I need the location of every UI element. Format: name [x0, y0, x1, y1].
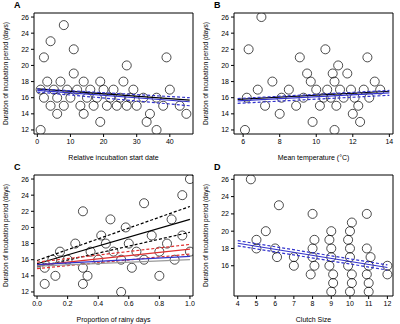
svg-text:4: 4	[236, 300, 240, 307]
svg-text:24: 24	[21, 192, 29, 199]
svg-text:Duration of incubation period: Duration of incubation period (days)	[8, 184, 10, 287]
svg-text:6: 6	[273, 300, 277, 307]
svg-text:16: 16	[221, 262, 229, 269]
svg-text:0: 0	[35, 138, 39, 145]
svg-text:12: 12	[349, 138, 357, 145]
svg-text:9: 9	[329, 300, 333, 307]
svg-text:24: 24	[221, 30, 229, 37]
svg-text:24: 24	[221, 193, 229, 200]
svg-text:10: 10	[312, 138, 320, 145]
svg-text:10: 10	[346, 300, 354, 307]
svg-text:0.4: 0.4	[93, 300, 103, 307]
svg-text:26: 26	[221, 176, 229, 183]
svg-text:0.2: 0.2	[63, 300, 73, 307]
html-text:B: B	[214, 0, 221, 10]
svg-text:0.6: 0.6	[124, 300, 134, 307]
svg-text:11: 11	[365, 300, 372, 307]
html-text:A: A	[14, 0, 21, 10]
svg-text:Relative incubation start date: Relative incubation start date	[68, 154, 158, 161]
html-text:C: C	[14, 162, 21, 172]
svg-text:18: 18	[21, 78, 29, 85]
svg-text:6: 6	[241, 138, 245, 145]
svg-text:16: 16	[21, 94, 29, 101]
svg-text:14: 14	[21, 272, 29, 279]
svg-text:40: 40	[166, 138, 174, 145]
svg-text:22: 22	[21, 208, 29, 215]
svg-text:Duration of incubation period: Duration of incubation period (days)	[202, 22, 210, 125]
svg-text:14: 14	[221, 110, 229, 117]
svg-text:Proportion of rainy days: Proportion of rainy days	[77, 316, 151, 324]
svg-text:26: 26	[221, 14, 229, 21]
svg-text:26: 26	[21, 14, 29, 21]
svg-text:22: 22	[221, 210, 229, 217]
svg-text:18: 18	[21, 240, 29, 247]
svg-text:Mean temperature (°C): Mean temperature (°C)	[278, 154, 350, 162]
svg-text:20: 20	[21, 62, 29, 69]
svg-text:12: 12	[383, 300, 391, 307]
svg-text:16: 16	[21, 256, 29, 263]
svg-text:Clutch Size: Clutch Size	[296, 316, 332, 323]
svg-text:0.0: 0.0	[32, 300, 42, 307]
svg-text:20: 20	[100, 138, 108, 145]
svg-text:20: 20	[21, 224, 29, 231]
svg-text:20: 20	[221, 228, 229, 235]
svg-text:20: 20	[221, 62, 229, 69]
svg-text:16: 16	[221, 94, 229, 101]
svg-text:14: 14	[385, 138, 392, 145]
svg-text:30: 30	[133, 138, 141, 145]
svg-text:10: 10	[67, 138, 75, 145]
svg-text:18: 18	[221, 78, 229, 85]
svg-text:0.8: 0.8	[154, 300, 164, 307]
svg-text:8: 8	[311, 300, 315, 307]
svg-text:18: 18	[221, 245, 229, 252]
svg-text:24: 24	[21, 30, 29, 37]
svg-text:7: 7	[292, 300, 296, 307]
svg-text:8: 8	[278, 138, 282, 145]
svg-text:12: 12	[21, 126, 29, 133]
svg-text:22: 22	[221, 46, 229, 53]
svg-text:22: 22	[21, 46, 29, 53]
svg-text:Duration of incubation period: Duration of incubation period (days)	[8, 22, 10, 125]
svg-text:12: 12	[221, 126, 229, 133]
svg-text:Duration of incubation period: Duration of incubation period (days)	[202, 184, 210, 287]
svg-text:26: 26	[21, 176, 29, 183]
svg-text:1.0: 1.0	[185, 300, 195, 307]
html-text:D: D	[214, 162, 221, 172]
svg-text:14: 14	[21, 110, 29, 117]
svg-text:5: 5	[254, 300, 258, 307]
svg-text:12: 12	[21, 288, 29, 295]
